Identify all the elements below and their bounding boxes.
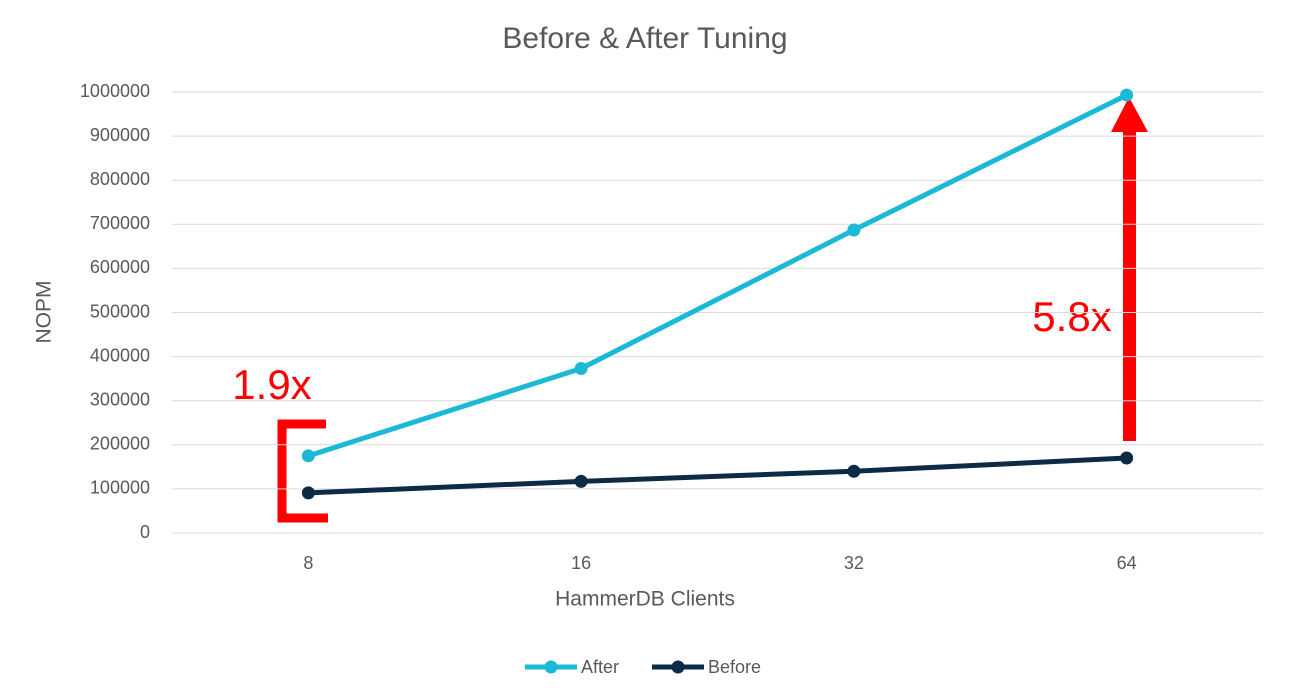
x-tick-label: 64 — [1117, 553, 1137, 573]
legend-label: Before — [708, 657, 761, 677]
data-point — [1120, 88, 1134, 102]
y-tick-label: 900000 — [90, 125, 150, 145]
y-axis-title: NOPM — [33, 281, 56, 344]
data-point — [301, 486, 315, 500]
y-tick-label: 1000000 — [80, 81, 150, 101]
data-point — [1120, 451, 1134, 465]
data-point — [847, 223, 861, 237]
y-tick-label: 400000 — [90, 345, 150, 365]
arrow-head — [1111, 97, 1148, 132]
data-point — [301, 449, 315, 463]
y-tick-label: 200000 — [90, 434, 150, 454]
data-point — [574, 362, 588, 376]
y-tick-label: 800000 — [90, 169, 150, 189]
data-point — [574, 474, 588, 488]
series-line — [307, 92, 1128, 459]
series-line — [308, 455, 1127, 496]
arrow-shaft — [1123, 128, 1136, 441]
legend-label: After — [581, 657, 619, 677]
y-tick-label: 300000 — [90, 389, 150, 409]
y-tick-label: 600000 — [90, 257, 150, 277]
x-axis-title: HammerDB Clients — [555, 588, 735, 611]
x-tick-label: 8 — [303, 553, 313, 573]
data-point — [847, 464, 861, 478]
bracket — [277, 419, 328, 523]
y-tick-label: 100000 — [90, 478, 150, 498]
y-tick-label: 700000 — [90, 213, 150, 233]
x-tick-label: 16 — [571, 553, 591, 573]
legend-marker — [671, 660, 685, 674]
chart-title: Before & After Tuning — [502, 22, 787, 55]
annotation: 5.8x — [1032, 293, 1111, 340]
legend-marker — [544, 660, 558, 674]
x-tick-label: 32 — [844, 553, 864, 573]
y-tick-label: 500000 — [90, 301, 150, 321]
y-tick-label: 0 — [140, 522, 150, 542]
